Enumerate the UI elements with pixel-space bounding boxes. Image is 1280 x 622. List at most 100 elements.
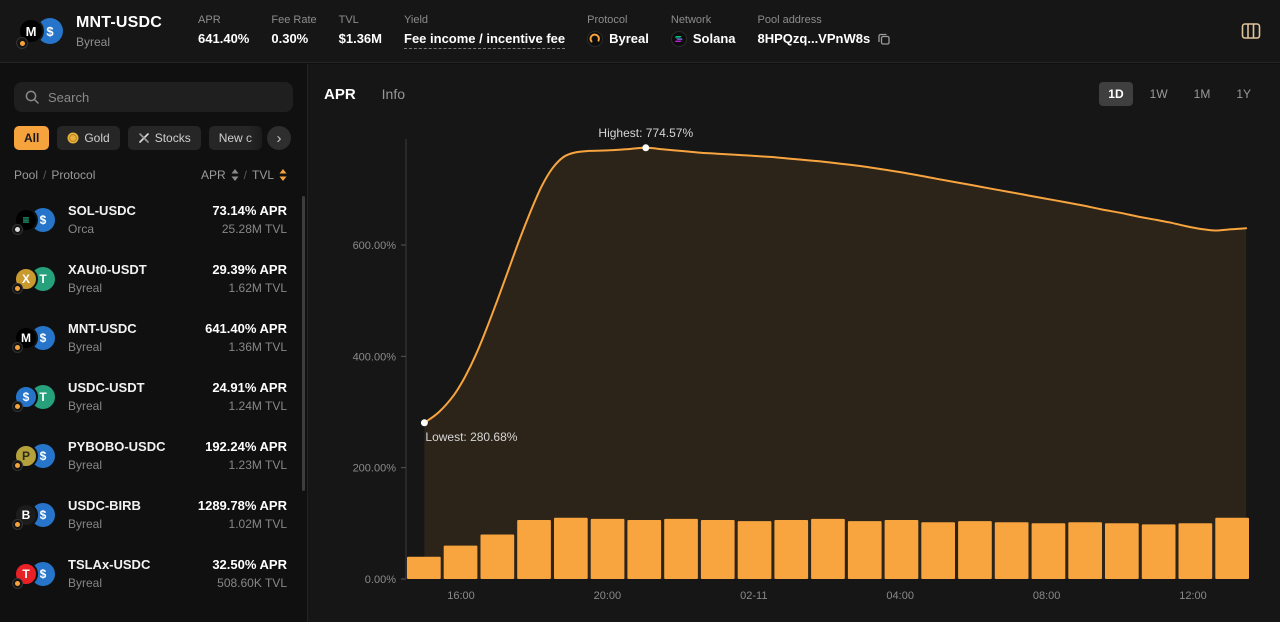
pool-apr: 32.50% APR [212,557,287,572]
pool-pair-icon: P $ [12,441,58,471]
tab-apr[interactable]: APR [324,85,356,103]
volume-bar [774,520,809,579]
range-1d[interactable]: 1D [1099,82,1133,106]
pool-tvl: 1.23M TVL [228,458,287,472]
pool-apr: 73.14% APR [212,203,287,218]
pool-tvl: 1.62M TVL [228,281,287,295]
search-icon [24,89,40,105]
pool-protocol: Byreal [68,517,103,531]
x-tick-label: 20:00 [594,590,622,602]
header-stats: APR 641.40% Fee Rate 0.30% TVL $1.36M Yield Fee… [198,14,892,49]
volume-bar [1178,523,1213,579]
protocol-badge-icon [12,577,23,589]
tvl-sort-icon[interactable] [279,169,287,181]
pool-protocol: Byreal [68,458,103,472]
pool-name: PYBOBO-USDC [68,439,166,454]
token1-icon: $ [14,384,38,409]
column-tvl-label[interactable]: TVL [251,168,274,182]
x-tick-label: 16:00 [447,590,475,602]
stat-label: TVL [338,13,359,26]
protocol-badge-icon [12,282,23,294]
pool-name: XAUt0-USDT [68,262,147,277]
filter-chips: All Gold Stocks New c › [14,126,293,150]
volume-bar [407,556,441,579]
panel-toggle-icon[interactable] [1240,20,1262,42]
pool-list-item[interactable]: M $ MNT-USDC Byreal 641.40% APR 1.36M TV… [0,308,307,367]
volume-bar [443,545,478,579]
x-tick-label: 12:00 [1179,590,1207,602]
pool-list-item[interactable]: T $ TSLAx-USDC Byreal 32.50% APR 508.60K… [0,544,307,603]
stat-value: 0.30% [271,30,309,46]
token1-icon: X [14,266,38,291]
filter-chip-stocks[interactable]: Stocks [127,126,201,150]
stat-value: $1.36M [338,30,382,46]
pool-title-block: MNT-USDC Byreal [76,14,162,49]
volume-bar [554,517,588,579]
filter-chip-new-c[interactable]: New c [208,126,263,150]
stat-label: APR [198,13,221,26]
search-input[interactable] [48,89,283,105]
chart-area: 0.00% 200.00% 400.00% 600.00% 16:00 20:00 02-1… [308,113,1280,622]
pool-sidebar: All Gold Stocks New c › Pool / Protocol APR… [0,64,308,622]
volume-bar [994,522,1029,579]
token1-icon: T [14,561,38,586]
volume-bar [958,521,992,579]
stat-yield: Yield Fee income / incentive fee [404,14,566,49]
apr-sort-icon[interactable] [231,169,239,181]
pool-pair-icon: $ T [12,382,58,412]
pool-name: USDC-BIRB [68,498,141,513]
volume-bar [811,518,845,579]
highest-label: Highest: 774.57% [598,126,693,140]
stat-value: 641.40% [198,30,250,46]
search-bar[interactable] [14,82,293,112]
filter-chip-all[interactable]: All [14,126,50,150]
protocol-badge-icon [12,400,23,412]
pool-pair-icon: X T [12,264,58,294]
pool-apr: 641.40% APR [205,321,287,336]
volume-bar [884,520,919,579]
pool-list: ≡ $ SOL-USDC Orca 73.14% APR 25.28M TVL … [0,190,307,603]
protocol-badge-icon [12,518,23,530]
pool-list-item[interactable]: B $ USDC-BIRB Byreal 1289.78% APR 1.02M … [0,485,307,544]
y-tick-label: 200.00% [353,463,397,475]
pool-list-item[interactable]: P $ PYBOBO-USDC Byreal 192.24% APR 1.23M… [0,426,307,485]
pool-pair-icon: M $ [16,13,68,49]
highest-point [642,144,650,152]
pool-pair-icon: B $ [12,500,58,530]
pool-name: MNT-USDC [68,321,137,336]
stat-value: Byreal [587,30,649,47]
tab-info[interactable]: Info [381,86,406,102]
pool-list-item[interactable]: $ T USDC-USDT Byreal 24.91% APR 1.24M TV… [0,367,307,426]
pool-list-item[interactable]: X T XAUt0-USDT Byreal 29.39% APR 1.62M T… [0,249,307,308]
range-selector: 1D 1W 1M 1Y [1099,82,1260,106]
volume-bar [590,518,625,579]
column-separator: / [243,168,247,182]
filter-chip-gold[interactable]: Gold [57,126,120,150]
sidebar-scrollbar[interactable] [302,196,305,491]
y-tick-label: 600.00% [353,240,397,252]
pool-apr: 29.39% APR [212,262,287,277]
stat-network: Network Solana [670,14,736,47]
volume-bar [700,520,735,579]
gold-icon [67,132,79,144]
column-apr-label[interactable]: APR [200,168,226,182]
chips-next-button[interactable]: › [267,126,291,150]
volume-bar [1105,523,1139,579]
stat-pool-address: Pool address 8HPQzq...VPnW8s [758,14,893,47]
pool-apr: 24.91% APR [212,380,287,395]
pool-pair-icon: T $ [12,559,58,589]
range-1w[interactable]: 1W [1149,87,1168,101]
column-pool-protocol[interactable]: Pool / Protocol [14,168,95,182]
copy-icon[interactable] [876,31,892,47]
apr-area-fill [424,147,1247,580]
byreal-icon [587,30,604,47]
range-1m[interactable]: 1M [1193,87,1211,101]
volume-bar [1215,517,1249,579]
volume-bar [1141,524,1176,579]
volume-bar [737,521,772,579]
volume-bar [921,522,955,579]
pool-tvl: 1.02M TVL [228,517,287,531]
range-1y[interactable]: 1Y [1236,87,1251,101]
pool-list-item[interactable]: ≡ $ SOL-USDC Orca 73.14% APR 25.28M TVL [0,190,307,249]
stat-value: Fee income / incentive fee [404,31,566,49]
